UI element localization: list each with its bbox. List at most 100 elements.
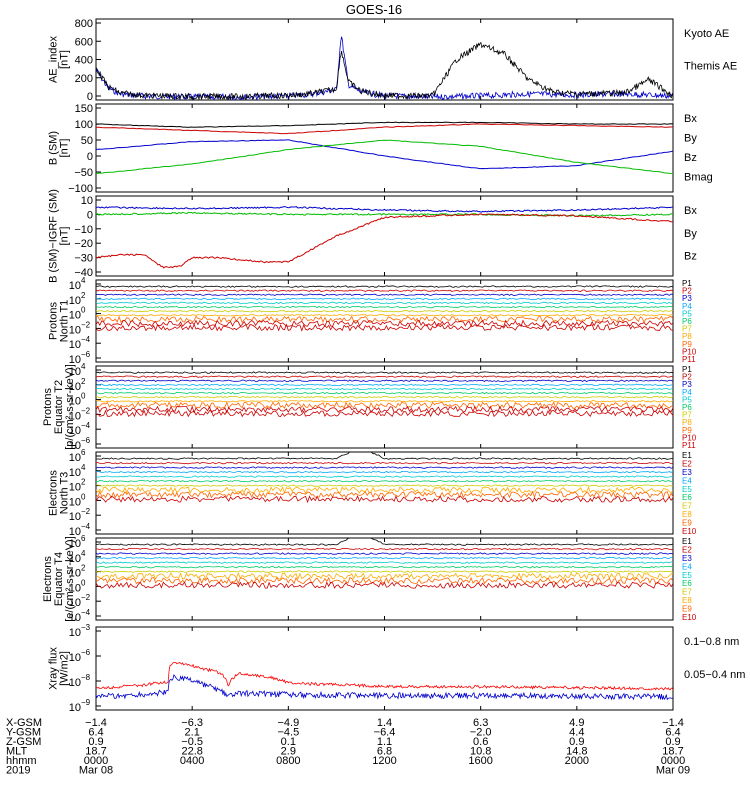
y-tick-label: 10 −4 <box>69 421 91 437</box>
plot-area <box>96 538 673 589</box>
footer-value: 0000 <box>661 755 685 767</box>
svg-text:10: 10 <box>69 568 81 580</box>
band-line <box>96 405 673 414</box>
band-line <box>96 409 673 418</box>
band-line <box>96 293 673 296</box>
y-tick-label: 10 2 <box>69 377 86 393</box>
footer-row-label: X-GSM <box>6 717 42 729</box>
legend-entry: P4 <box>682 388 692 397</box>
footer-value: 0.9 <box>88 736 103 748</box>
footer-value: 1.4 <box>377 717 392 729</box>
svg-text:10: 10 <box>69 381 81 393</box>
panel-frame <box>95 18 674 101</box>
svg-text:−8: −8 <box>81 673 91 682</box>
svg-text:10: 10 <box>69 452 81 464</box>
y-axis-label: Equator T4 <box>53 552 65 606</box>
legend: 0.1−0.8 nm 0.05−0.4 nm <box>684 636 745 681</box>
footer-date-start: Mar 08 <box>79 765 113 777</box>
footer-value: 0.9 <box>665 736 680 748</box>
svg-text:10: 10 <box>69 652 81 664</box>
legend-entry: P4 <box>682 302 692 311</box>
band-line <box>96 538 673 546</box>
band-line <box>96 314 673 317</box>
svg-text:−4: −4 <box>81 608 91 617</box>
footer-value: 0.6 <box>473 736 488 748</box>
y-tick-label: 10 −2 <box>69 593 91 609</box>
band-line <box>96 319 673 328</box>
band-line <box>96 379 673 382</box>
y-tick-label: 10 2 <box>69 564 86 580</box>
footer-value: 1600 <box>468 755 492 767</box>
footer-row-label: hhmm <box>6 755 37 767</box>
y-tick-label: 10 4 <box>69 463 86 479</box>
svg-text:10: 10 <box>69 582 81 594</box>
svg-text:−6: −6 <box>81 350 91 359</box>
svg-text:2: 2 <box>81 291 86 300</box>
band-line <box>96 547 673 551</box>
legend-entry: E4 <box>682 562 692 571</box>
svg-text:10: 10 <box>69 538 81 550</box>
band-line <box>96 495 673 504</box>
y-tick-label: 10 −4 <box>69 335 91 351</box>
panel-xray: Xray flux [W/m2]10 −310 −610 −810 −90.1−0.8 n… <box>48 623 746 714</box>
y-tick-label: −10 <box>74 224 93 236</box>
legend: Kyoto AE Themis AE <box>684 28 737 72</box>
legend-entry: 0.1−0.8 nm <box>684 636 739 648</box>
footer-value: −4.5 <box>277 727 299 739</box>
svg-text:0: 0 <box>81 492 86 501</box>
svg-text:10: 10 <box>69 496 81 508</box>
y-tick-label: 10 −6 <box>69 436 91 452</box>
band-line <box>96 375 673 378</box>
band-line <box>96 570 673 573</box>
legend-entry: E7 <box>682 502 692 511</box>
band-line <box>96 565 673 569</box>
footer-row-label: MLT <box>6 746 27 758</box>
svg-text:10: 10 <box>69 467 81 479</box>
svg-text:6: 6 <box>81 534 86 543</box>
y-tick-label: 10 −3 <box>69 623 91 639</box>
series-bx <box>96 206 673 213</box>
y-axis-label: [W/m2] <box>59 651 71 686</box>
legend-entry: P11 <box>682 355 696 364</box>
y-axis-label: B (SM)−IGRF (SM) <box>48 189 60 283</box>
band-line <box>96 285 673 288</box>
svg-text:0: 0 <box>81 578 86 587</box>
svg-text:10: 10 <box>69 553 81 565</box>
panel-frame <box>95 103 674 193</box>
y-tick-label: 0 <box>87 209 93 221</box>
band-line <box>96 461 673 465</box>
y-tick-label: −100 <box>68 183 93 195</box>
footer-value: 6.4 <box>88 727 103 739</box>
legend-entry: E2 <box>682 459 692 468</box>
footer-value: −2.0 <box>470 727 492 739</box>
legend-entry: E8 <box>682 596 692 605</box>
band-line <box>96 383 673 387</box>
legend-entry: E6 <box>682 579 692 588</box>
plot-area <box>96 285 673 332</box>
svg-text:10: 10 <box>69 526 81 538</box>
svg-text:10: 10 <box>69 295 81 307</box>
legend-entry: 0.05−0.4 nm <box>684 669 745 681</box>
svg-text:10: 10 <box>69 612 81 624</box>
band-line <box>96 323 673 332</box>
band-line <box>96 315 673 324</box>
band-line <box>96 452 673 460</box>
svg-text:10: 10 <box>69 324 81 336</box>
svg-text:10: 10 <box>69 440 81 452</box>
footer-value: 0.9 <box>569 736 584 748</box>
series-bmag <box>96 121 673 128</box>
footer-value: 2.1 <box>185 727 200 739</box>
svg-text:10: 10 <box>69 482 81 494</box>
y-axis-label: Protons <box>42 388 54 426</box>
legend-entry: E7 <box>682 588 692 597</box>
svg-text:−2: −2 <box>81 507 91 516</box>
panel-bsm: B (SM) [nT] 150 100 50 0 −50 −100 Bx By Bz Bmag <box>48 103 713 195</box>
legend-entry: By <box>684 133 697 145</box>
series-bz <box>96 213 673 269</box>
svg-text:4: 4 <box>81 362 86 371</box>
